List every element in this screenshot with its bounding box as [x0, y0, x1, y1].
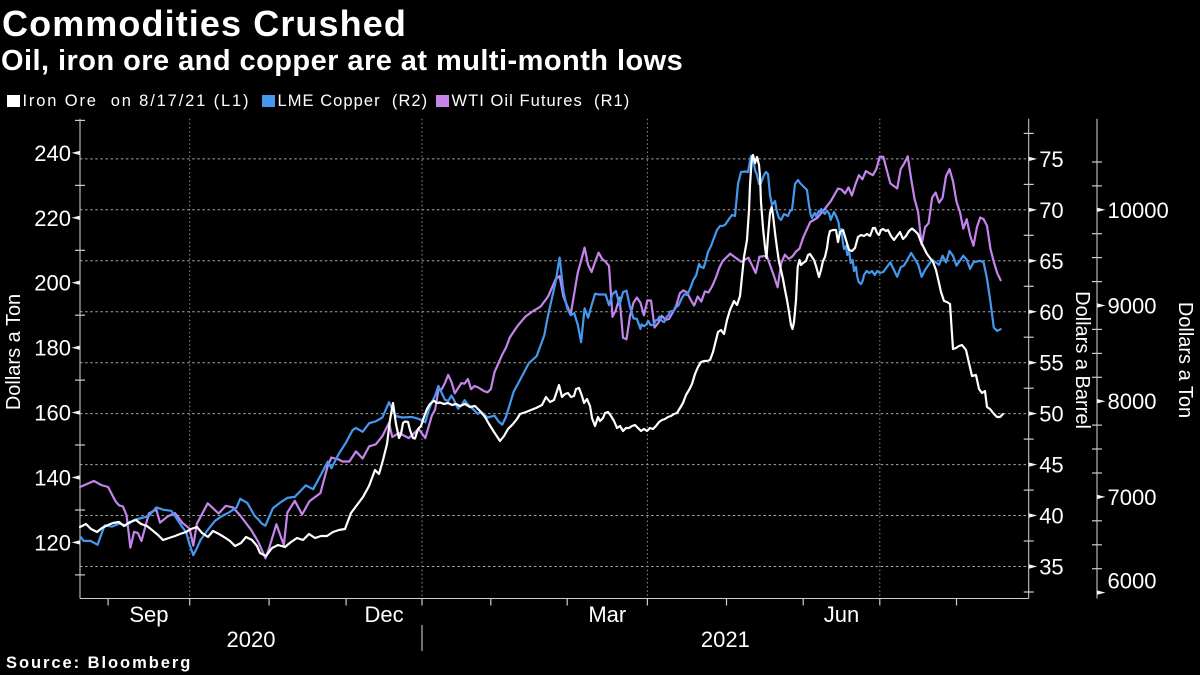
svg-text:Dollars a Ton: Dollars a Ton [1174, 302, 1196, 418]
svg-text:Mar: Mar [588, 602, 626, 627]
svg-text:160: 160 [34, 401, 71, 426]
svg-text:Sep: Sep [129, 602, 168, 627]
svg-text:70: 70 [1039, 198, 1063, 223]
svg-text:75: 75 [1039, 147, 1063, 172]
svg-text:55: 55 [1039, 351, 1063, 376]
svg-text:Jun: Jun [824, 602, 859, 627]
svg-text:Dollars a Barrel: Dollars a Barrel [1071, 291, 1093, 429]
svg-text:9000: 9000 [1108, 294, 1157, 319]
svg-text:35: 35 [1039, 555, 1063, 580]
svg-text:60: 60 [1039, 300, 1063, 325]
svg-text:120: 120 [34, 530, 71, 555]
svg-text:7000: 7000 [1108, 485, 1157, 510]
svg-text:180: 180 [34, 336, 71, 361]
svg-text:140: 140 [34, 466, 71, 491]
svg-text:2020: 2020 [227, 627, 276, 652]
svg-text:50: 50 [1039, 402, 1063, 427]
svg-text:10000: 10000 [1108, 198, 1169, 223]
svg-text:200: 200 [34, 271, 71, 296]
svg-text:240: 240 [34, 141, 71, 166]
svg-text:6000: 6000 [1108, 569, 1157, 594]
svg-text:220: 220 [34, 206, 71, 231]
svg-text:45: 45 [1039, 453, 1063, 478]
svg-text:Dec: Dec [365, 602, 404, 627]
svg-text:40: 40 [1039, 504, 1063, 529]
svg-text:2021: 2021 [701, 627, 750, 652]
svg-text:Dollars a Ton: Dollars a Ton [3, 294, 25, 410]
svg-text:65: 65 [1039, 249, 1063, 274]
svg-text:8000: 8000 [1108, 389, 1157, 414]
